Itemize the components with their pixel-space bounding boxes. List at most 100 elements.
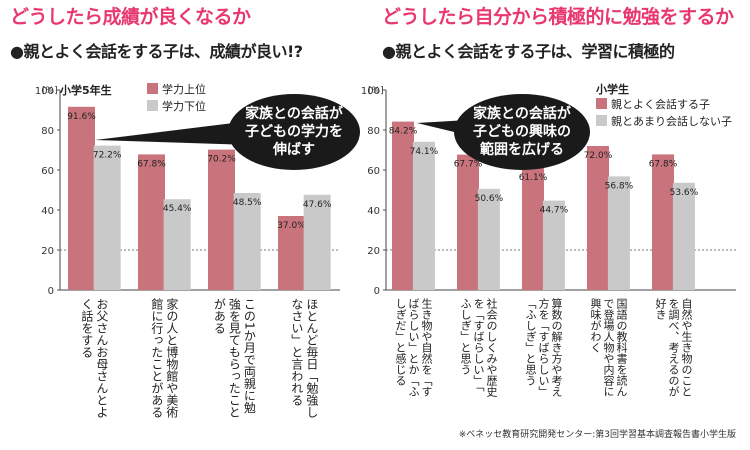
legend-swatch [596, 98, 607, 109]
callout-text: 子どもの興味の [473, 124, 571, 140]
y-tick-label: 80 [367, 126, 380, 137]
chart-subtitle: ●親とよく会話をする子は、成績が良い!? [10, 42, 303, 61]
group-label: 小学生 [595, 82, 629, 96]
bar [587, 146, 609, 290]
data-label: 84.2% [389, 127, 418, 137]
bar [672, 182, 695, 290]
chart-title: どうしたら成績が良くなるか [10, 6, 251, 28]
svg-text:を調べ、考えるのが: を調べ、考えるのが [667, 298, 680, 397]
svg-text:で登場人物や内容に: で登場人物や内容に [602, 298, 615, 397]
data-label: 72.0% [584, 151, 613, 161]
y-axis-label: [%] [42, 86, 58, 96]
bar [278, 216, 305, 290]
y-tick-label: 40 [41, 206, 54, 217]
y-tick-label: 0 [374, 286, 380, 297]
data-label: 74.1% [410, 147, 439, 157]
svg-text:強を見てもらったこと: 強を見てもらったこと [227, 298, 241, 418]
svg-text:自然や生き物のこと: 自然や生き物のこと [680, 298, 693, 397]
svg-text:家の人と博物館や美術: 家の人と博物館や美術 [165, 297, 179, 419]
data-label: 61.1% [519, 173, 548, 183]
bar [303, 194, 331, 290]
bar [208, 149, 235, 290]
data-label: 91.6% [67, 112, 96, 122]
bar [68, 106, 95, 290]
data-label: 44.7% [540, 206, 569, 216]
left-panel: どうしたら成績が良くなるか ●親とよく会話をする子は、成績が良い!? [%] 0 2… [0, 0, 372, 450]
legend-label: 親とよく会話する子 [611, 97, 710, 111]
svg-text:がある: がある [212, 298, 226, 334]
legend-label: 親とあまり会話しない子 [611, 114, 732, 128]
svg-text:「ふしぎ」と思う: 「ふしぎ」と思う [524, 298, 537, 386]
legend-label: 学力上位 [162, 82, 206, 96]
svg-text:ほとんど毎日「勉強し: ほとんど毎日「勉強し [305, 298, 319, 418]
data-label: 48.5% [233, 198, 262, 208]
data-label: 67.8% [649, 159, 678, 169]
data-label: 37.0% [277, 221, 306, 231]
data-label: 53.6% [670, 188, 699, 198]
data-label: 72.2% [93, 151, 122, 161]
data-label: 47.6% [303, 200, 332, 210]
group-label: 小学5年生 [59, 83, 112, 97]
data-label: 50.6% [475, 194, 504, 204]
bar-chart-motivation: [%] 0 20 40 60 80 100 84.2% 74.1% 67.7% 50.6% 61.1%… [361, 82, 736, 398]
bar [392, 121, 414, 290]
bar [138, 154, 165, 290]
y-tick-label: 20 [41, 246, 54, 257]
right-panel: どうしたら自分から積極的に勉強をするか ●親とよく会話をする子は、学習に積極的 … [361, 0, 750, 450]
data-label: 45.4% [163, 204, 192, 214]
callout-bubble [454, 94, 590, 170]
bar [652, 154, 674, 290]
svg-text:お父さんお母さんとよ: お父さんお母さんとよ [95, 298, 109, 418]
svg-text:興味がわく: 興味がわく [589, 298, 602, 353]
callout-text: 家族との会話が [473, 105, 572, 122]
svg-text:生き物や自然を「す: 生き物や自然を「す [420, 297, 433, 397]
y-tick-label: 100 [361, 86, 380, 97]
bar [542, 200, 565, 290]
legend-label: 学力下位 [162, 99, 206, 113]
data-label: 56.8% [605, 181, 634, 191]
legend-swatch [596, 115, 607, 126]
bar [93, 145, 121, 290]
y-tick-label: 60 [41, 166, 54, 177]
callout-bubble [228, 94, 360, 170]
svg-text:算数の解き方や考え: 算数の解き方や考え [550, 297, 563, 397]
callout-text: 範囲を広げる [480, 141, 564, 158]
y-tick-label: 0 [48, 286, 54, 297]
svg-text:ばらしい」とか「ふ: ばらしい」とか「ふ [407, 298, 420, 397]
bar [457, 154, 479, 290]
svg-text:く話をする: く話をする [80, 298, 94, 358]
svg-text:この1か月で両親に勉: この1か月で両親に勉 [242, 298, 256, 414]
bar [412, 141, 435, 290]
source-note: ※ベネッセ教育研究開発センター:第3回学習基本調査報告書小学生版 [458, 430, 736, 440]
callout-text: 家族との会話が [245, 105, 344, 122]
y-tick-label: 80 [41, 126, 54, 137]
y-tick-label: 60 [367, 166, 380, 177]
callout-text: 伸ばす [272, 141, 315, 158]
bar [477, 188, 500, 290]
svg-text:国語の教科書を読ん: 国語の教科書を読ん [615, 298, 628, 397]
bar [233, 193, 261, 290]
svg-text:社会のしくみや歴史: 社会のしくみや歴史 [485, 297, 498, 398]
y-tick-label: 100 [35, 86, 54, 97]
legend-swatch [147, 100, 158, 111]
chart-title: どうしたら自分から積極的に勉強をするか [382, 6, 734, 28]
data-label: 67.7% [454, 160, 483, 170]
callout-text: 子どもの学力を [245, 123, 343, 140]
data-label: 70.2% [207, 155, 236, 165]
bar-chart-achievement: [%] 0 20 40 60 80 100 91.6% 72.2% 67.8% 45.4% 70.2%… [35, 82, 360, 419]
svg-text:しぎだ」と感じる: しぎだ」と感じる [394, 298, 407, 386]
svg-text:ふしぎ」と思う: ふしぎ」と思う [459, 298, 472, 375]
bar [607, 176, 630, 290]
svg-text:を「すばらしい」「: を「すばらしい」「 [472, 298, 485, 393]
legend-swatch [147, 83, 158, 94]
y-tick-label: 20 [367, 246, 380, 257]
svg-text:館に行ったことがある: 館に行ったことがある [150, 297, 164, 418]
